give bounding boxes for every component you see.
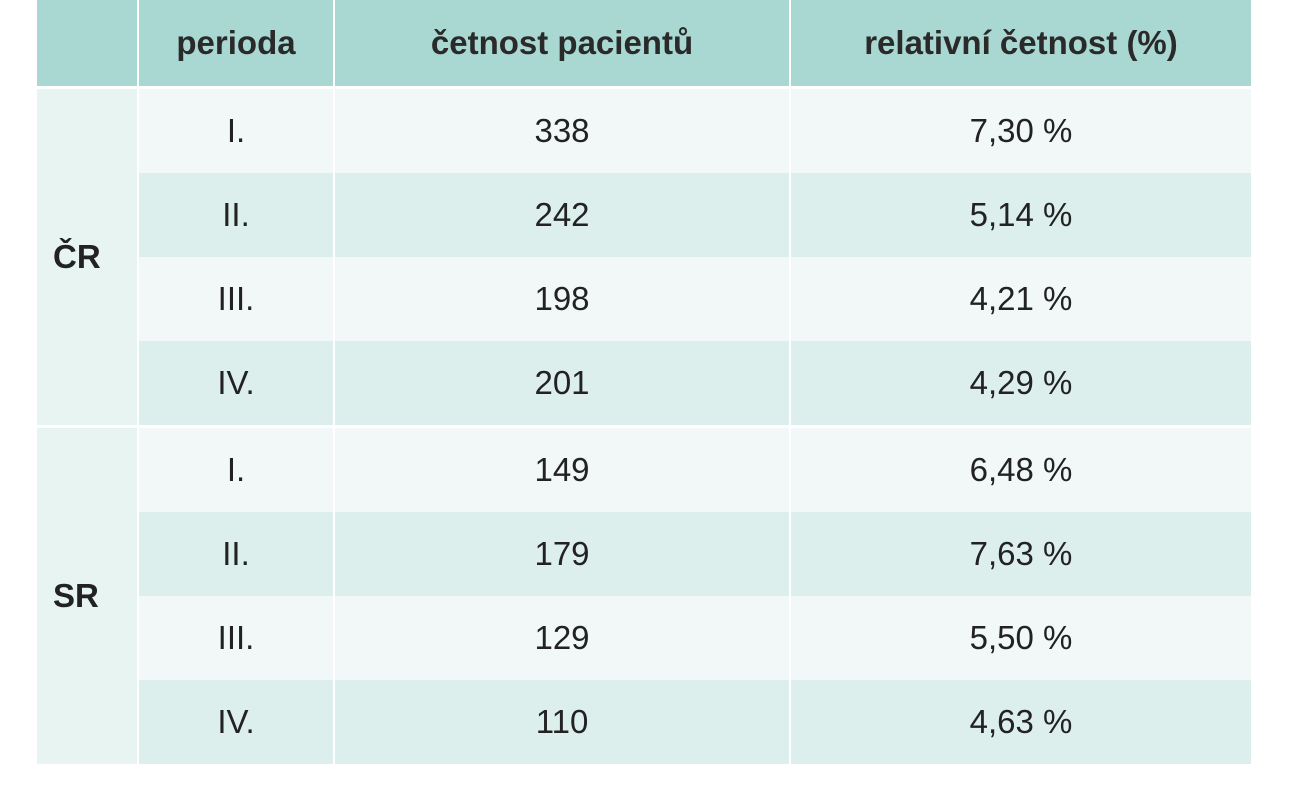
count-cell: 149 [334,425,791,512]
period-cell: III. [138,257,335,341]
header-row: perioda četnost pacientů relativní četno… [37,0,1251,88]
table-row: III. 129 5,50 % [37,596,1251,680]
header-region [37,0,139,88]
table-header: perioda četnost pacientů relativní četno… [37,0,1251,88]
count-cell: 110 [334,680,791,764]
period-cell: IV. [138,341,335,427]
header-patient-count: četnost pacientů [334,0,791,88]
table-row: III. 198 4,21 % [37,257,1251,341]
table-row: IV. 201 4,29 % [37,341,1251,427]
region-label-cr: ČR [37,86,139,427]
patient-frequency-table: perioda četnost pacientů relativní četno… [37,0,1251,764]
period-cell: II. [138,173,335,257]
period-cell: IV. [138,680,335,764]
relative-cell: 4,29 % [790,341,1251,427]
table-row: II. 242 5,14 % [37,173,1251,257]
count-cell: 179 [334,512,791,596]
relative-cell: 6,48 % [790,425,1251,512]
relative-cell: 4,21 % [790,257,1251,341]
relative-cell: 7,30 % [790,86,1251,173]
count-cell: 198 [334,257,791,341]
count-cell: 338 [334,86,791,173]
relative-cell: 5,50 % [790,596,1251,680]
table-body: ČR I. 338 7,30 % II. 242 5,14 % III. 198… [37,86,1251,764]
count-cell: 201 [334,341,791,427]
period-cell: II. [138,512,335,596]
table-row: SR I. 149 6,48 % [37,425,1251,764]
period-cell: I. [138,86,335,173]
region-label-sr: SR [37,425,139,764]
period-cell: III. [138,596,335,680]
relative-cell: 7,63 % [790,512,1251,596]
relative-cell: 4,63 % [790,680,1251,764]
count-cell: 129 [334,596,791,680]
data-table-container: perioda četnost pacientů relativní četno… [37,0,1251,764]
table-row: ČR I. 338 7,30 % [37,86,1251,427]
header-period: perioda [138,0,335,88]
header-relative-frequency: relativní četnost (%) [790,0,1251,88]
count-cell: 242 [334,173,791,257]
table-row: IV. 110 4,63 % [37,680,1251,764]
table-row: II. 179 7,63 % [37,512,1251,596]
relative-cell: 5,14 % [790,173,1251,257]
period-cell: I. [138,425,335,512]
